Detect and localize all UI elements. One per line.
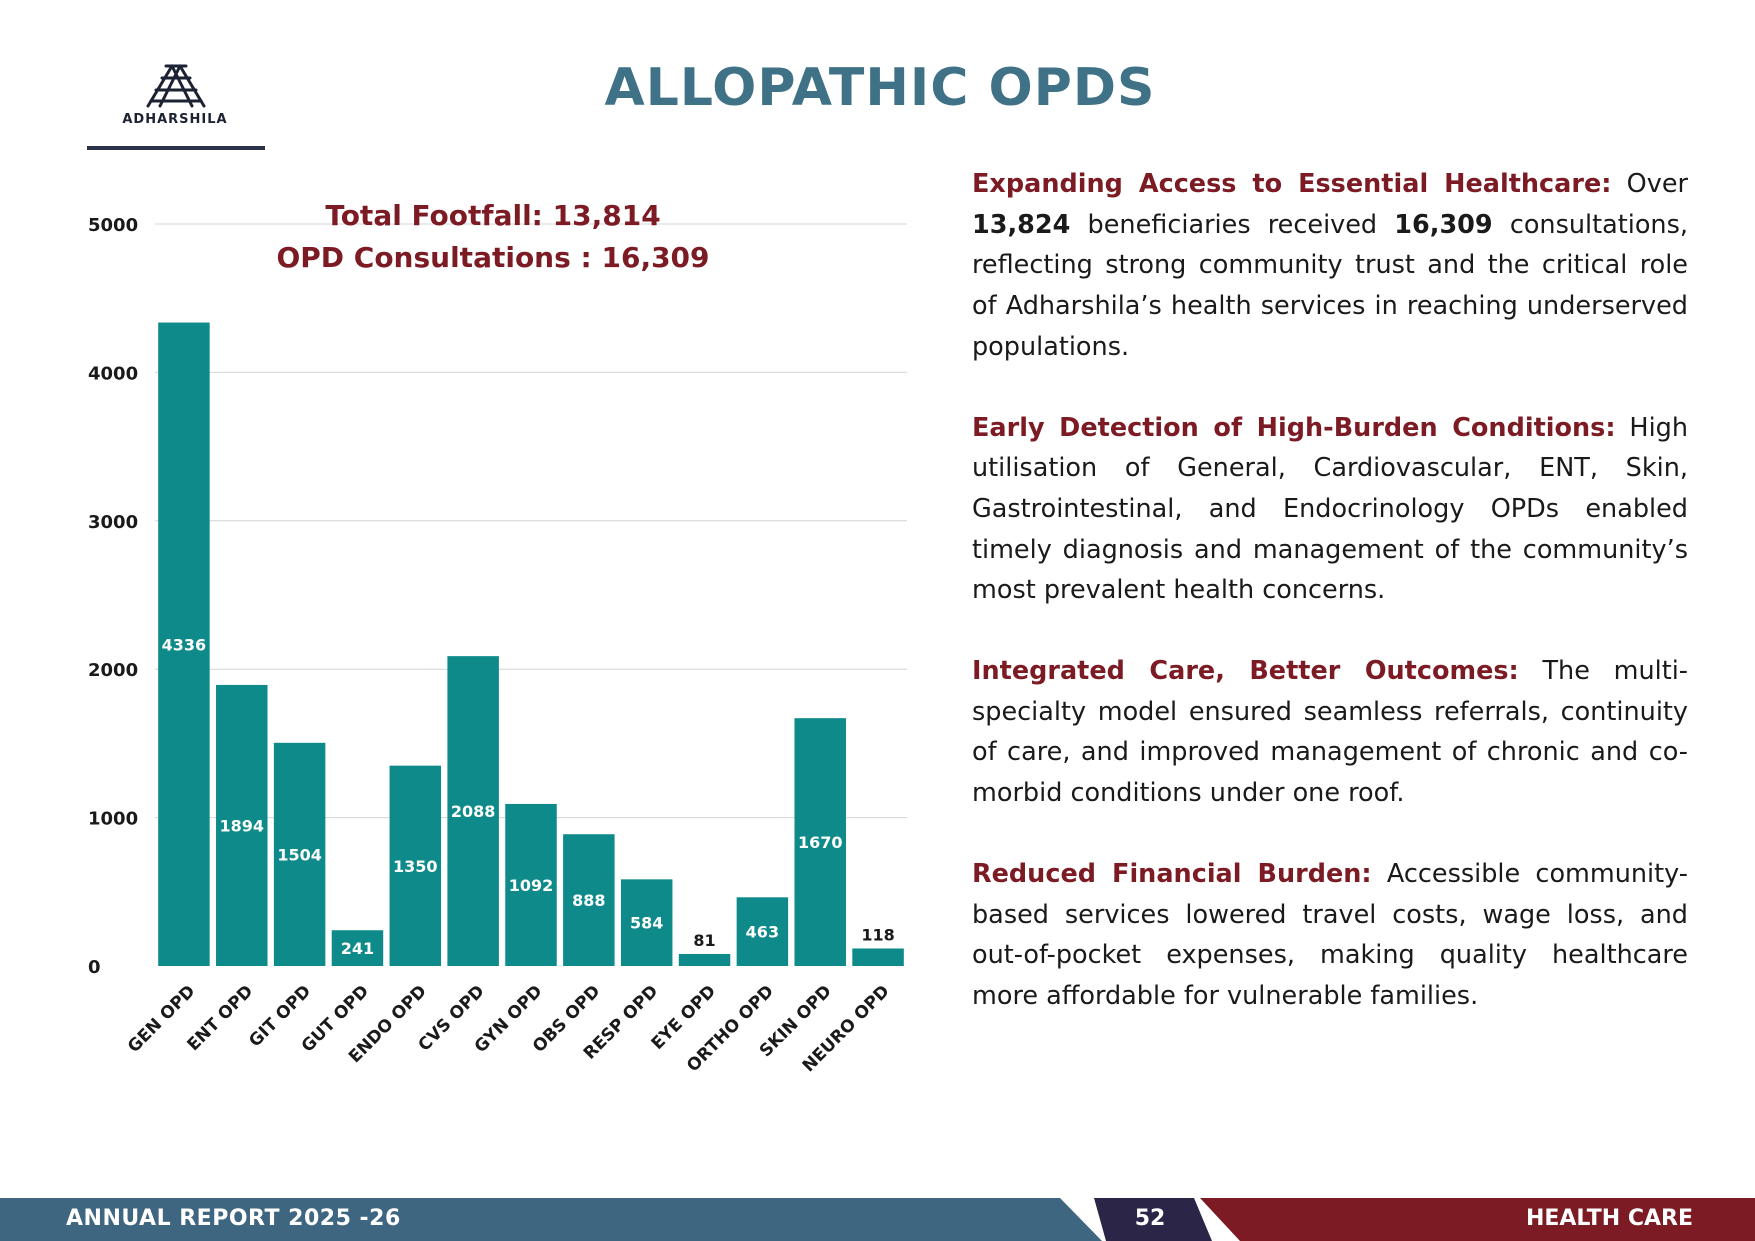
footer-report-label: ANNUAL REPORT 2025 -26: [66, 1206, 401, 1231]
y-tick-label: 4000: [88, 363, 138, 384]
chart-title-line: OPD Consultations : 16,309: [276, 241, 709, 274]
paragraph-bold-value: 13,824: [972, 209, 1071, 240]
bar: [216, 684, 268, 966]
logo-text: ADHARSHILA: [122, 112, 228, 127]
paragraph-heading: Integrated Care, Better Outcomes:: [972, 656, 1519, 687]
data-label: 1504: [277, 845, 322, 864]
data-label: 888: [572, 891, 605, 910]
bar: [736, 897, 789, 966]
paragraph-heading: Expanding Access to Essential Healthcare…: [972, 169, 1612, 199]
bar: [563, 834, 615, 966]
paragraph-heading: Early Detection of High-Burden Condition…: [972, 412, 1616, 443]
text-paragraph: Expanding Access to Essential Healthcare…: [972, 164, 1688, 368]
bar-chart: 0 1000 2000 3000 4000 5000 Total Footfall: 13,…: [0, 0, 920, 1100]
footer-blue-band: [0, 1198, 1102, 1241]
y-tick-label: 2000: [88, 660, 138, 681]
bar-chart-svg: 0 1000 2000 3000 4000 5000 Total Footfall: 13,…: [88, 199, 907, 1076]
paragraph-text: High utilisation of General, Cardiovascu…: [972, 412, 1689, 606]
logo-underline: [87, 146, 265, 150]
bar: [794, 718, 846, 966]
data-label: 81: [693, 931, 715, 950]
text-paragraph: Early Detection of High-Burden Condition…: [972, 408, 1688, 612]
data-label: 1670: [798, 833, 843, 852]
bar: [447, 656, 499, 966]
data-label: 1350: [393, 857, 438, 876]
data-label: 118: [861, 925, 894, 944]
bar: [505, 803, 557, 966]
bar: [273, 742, 326, 966]
ladder-a-logo-icon: [146, 64, 206, 108]
paragraph-text: Accessible community-based services lowe…: [972, 858, 1688, 1011]
paragraph-text: beneficiaries received: [1070, 209, 1395, 240]
data-label: 1894: [220, 816, 265, 835]
chart-title-line: Total Footfall: 13,814: [325, 199, 660, 232]
footer-page-tab: [1094, 1198, 1212, 1241]
paragraph-bold-value: 16,309: [1394, 209, 1493, 240]
footer-section-label: HEALTH CARE: [1525, 1206, 1693, 1231]
text-column: Expanding Access to Essential Healthcare…: [972, 164, 1688, 1057]
footer: ANNUAL REPORT 2025 -26 52 HEALTH CARE: [0, 1198, 1755, 1241]
text-paragraph: Integrated Care, Better Outcomes: The mu…: [972, 651, 1688, 814]
footer-band: [0, 1198, 1755, 1241]
y-tick-label: 5000: [88, 215, 138, 236]
bar: [158, 322, 210, 966]
paragraph-text: The multi-specialty model ensured seamle…: [972, 656, 1688, 809]
bar: [852, 948, 904, 966]
data-label: 241: [341, 939, 374, 958]
data-label: 1092: [509, 876, 554, 895]
bar: [389, 765, 442, 966]
y-tick-label: 1000: [88, 809, 138, 830]
data-label: 584: [630, 914, 663, 933]
logo: ADHARSHILA: [120, 62, 230, 132]
data-label: 4336: [162, 635, 207, 654]
y-tick-label: 3000: [88, 512, 138, 533]
text-paragraph: Reduced Financial Burden: Accessible com…: [972, 854, 1688, 1017]
data-label: 2088: [451, 802, 496, 821]
paragraph-text: consultations, reflecting strong communi…: [972, 209, 1688, 362]
page-title: ALLOPATHIC OPDS: [604, 58, 1156, 118]
footer-page-number: 52: [1134, 1206, 1166, 1231]
bar: [678, 953, 731, 966]
paragraph-heading: Reduced Financial Burden:: [972, 858, 1372, 889]
bar: [620, 879, 673, 966]
y-tick-label: 0: [88, 957, 101, 978]
footer-maroon-band: [1200, 1198, 1755, 1241]
bar: [331, 930, 384, 966]
data-label: 463: [746, 923, 779, 942]
paragraph-text: Over: [1611, 169, 1688, 199]
